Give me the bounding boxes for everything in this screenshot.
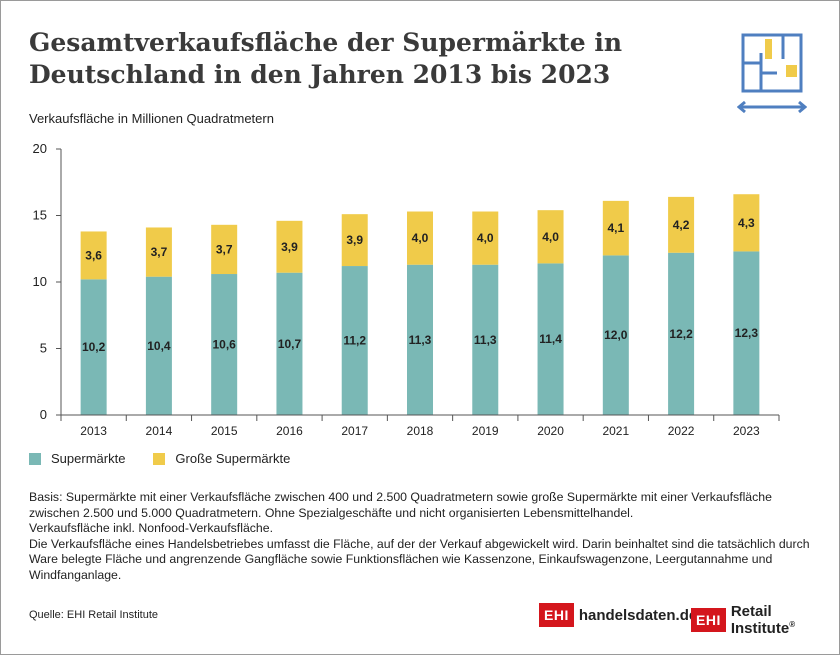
bar-segment [407,264,433,415]
data-label: 3,7 [151,245,168,259]
bar-segment [602,200,629,256]
x-tick-label: 2018 [407,424,434,438]
y-axis-label: Verkaufsfläche in Millionen Quadratmeter… [29,111,274,126]
x-tick-label: 2019 [472,424,499,438]
data-label: 4,0 [412,231,429,245]
legend: Supermärkte Große Supermärkte [29,451,290,466]
x-tick-label: 2014 [146,424,173,438]
footnote-basis: Basis: Supermärkte mit einer Verkaufsflä… [29,490,772,520]
footnotes: Basis: Supermärkte mit einer Verkaufsflä… [29,490,819,584]
data-label: 4,2 [673,218,690,232]
data-label: 3,6 [85,248,102,262]
y-tick-label: 20 [33,141,47,156]
legend-item-supermaerkte: Supermärkte [29,451,125,466]
brand-handelsdaten-text: handelsdaten.de [578,606,698,624]
x-tick-label: 2017 [341,424,368,438]
y-tick-label: 15 [33,208,47,223]
source-note: Quelle: EHI Retail Institute [29,609,159,621]
bar-segment [276,272,303,415]
x-tick-label: 2013 [80,424,107,438]
bar-segment [211,274,238,415]
bar-segment [341,266,368,415]
bar-segment [407,211,433,265]
bar-segment [602,255,629,415]
ehi-logo-box: EHI [539,603,574,627]
data-label: 3,9 [346,233,363,247]
footnote-nonfood: Verkaufsfläche inkl. Nonfood-Verkaufsflä… [29,521,274,536]
x-tick-label: 2021 [602,424,629,438]
data-label: 10,6 [213,338,237,352]
legend-item-grosse-supermaerkte: Große Supermärkte [153,451,290,466]
bar-segment [472,211,499,265]
bar-segment [733,251,760,415]
y-tick-label: 10 [33,274,47,289]
data-label: 3,7 [216,242,233,256]
bar-segment [341,214,368,267]
data-label: 10,4 [147,339,171,353]
bar-segment [733,194,760,252]
bar-segment [537,210,564,264]
data-label: 4,1 [607,221,624,235]
data-label: 10,7 [278,337,302,351]
bar-segment [668,252,695,415]
brand-retail-institute-text: Retail Institute® [731,603,839,637]
registered-mark: ® [789,620,796,629]
ehi-logo-box-2: EHI [691,608,726,632]
bar-segment [537,263,564,415]
x-tick-label: 2022 [668,424,695,438]
x-tick-label: 2023 [733,424,760,438]
legend-swatch-supermaerkte [29,452,41,465]
bar-segment [80,279,107,415]
legend-label-supermaerkte: Supermärkte [51,451,126,466]
footnote-definition: Die Verkaufsfläche eines Handelsbetriebe… [29,536,810,582]
bar-segment [211,224,238,275]
floorplan-icon [737,33,807,114]
y-tick-label: 5 [40,341,47,356]
bar-segment [145,276,172,415]
chart-title: Gesamtverkaufsfläche der Supermärkte in … [29,28,623,89]
y-tick-label: 0 [40,407,47,422]
data-label: 11,3 [474,333,497,347]
data-label: 12,2 [669,327,693,341]
data-label: 11,4 [539,332,562,346]
bar-segment [80,231,107,280]
bar-segment [145,227,172,277]
data-label: 12,0 [604,328,628,342]
data-label: 11,3 [409,333,432,347]
brand-retail-institute-name: Retail Institute [730,603,790,637]
x-tick-label: 2020 [537,424,564,438]
data-label: 4,0 [477,231,494,245]
brand-handelsdaten: EHI handelsdaten.de [539,603,697,627]
legend-swatch-grosse-supermaerkte [153,452,166,465]
data-label: 4,0 [542,230,559,244]
bar-segment [668,196,695,253]
data-label: 3,9 [281,240,298,254]
stacked-bar-chart: 0 5 10 15 20 10,2 3,6 2013 10,4 3,7 2014 10,6 3,7 201… [33,141,780,438]
legend-label-grosse-supermaerkte: Große Supermärkte [175,451,291,466]
x-tick-label: 2015 [211,424,238,438]
data-label: 12,3 [735,326,759,340]
data-label: 4,3 [738,216,755,230]
data-label: 10,2 [82,340,106,354]
brand-retail-institute: EHI Retail Institute® [691,603,839,637]
x-tick-label: 2016 [276,424,303,438]
data-label: 11,2 [343,334,366,348]
bar-segment [472,264,499,415]
bar-segment [276,220,303,273]
